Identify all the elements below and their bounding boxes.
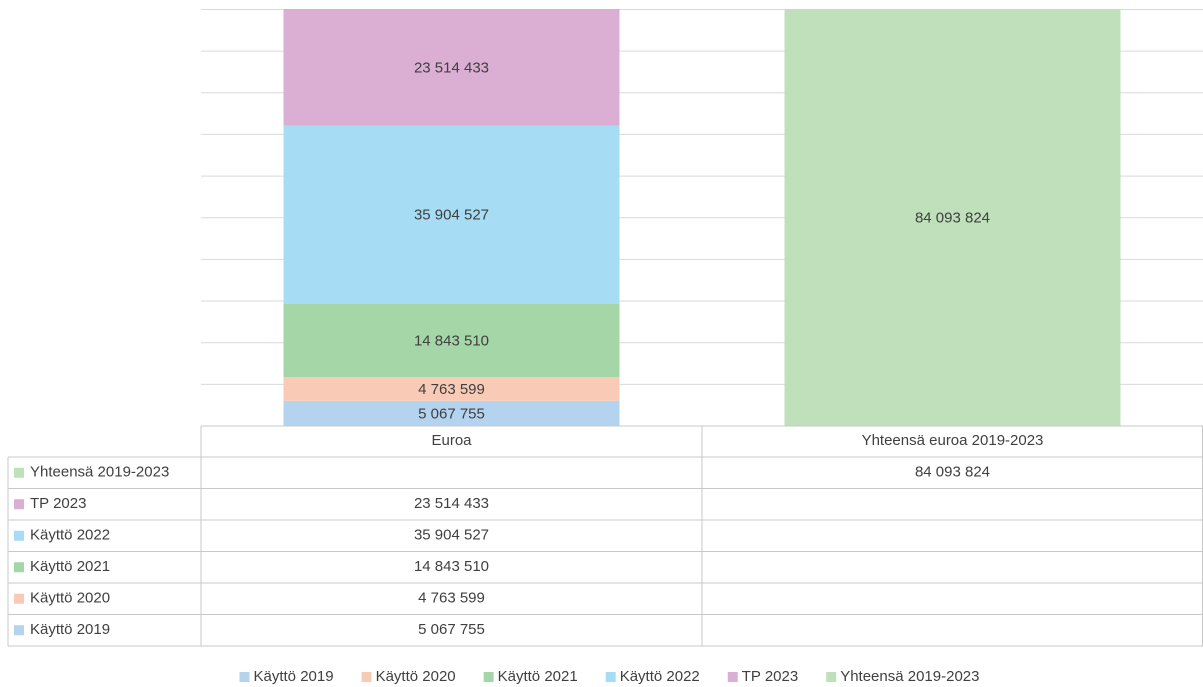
table-row-label: Käyttö 2020 [30, 590, 110, 607]
table-cell: 4 763 599 [418, 590, 485, 607]
legend-item: Käyttö 2021 [483, 668, 578, 685]
data-label: 84 093 824 [915, 209, 990, 226]
table-row-label: Yhteensä 2019-2023 [30, 464, 169, 481]
legend-key [605, 672, 616, 682]
legend-label: Yhteensä 2019-2023 [840, 668, 979, 685]
table-header: Euroa [431, 432, 472, 449]
table-cell: 23 514 433 [414, 495, 489, 512]
legend-key [483, 672, 494, 682]
legend-label: Käyttö 2021 [498, 668, 578, 685]
data-label: 14 843 510 [414, 332, 489, 349]
bar-segment [784, 9, 1121, 426]
legend-key [239, 672, 250, 682]
legend-item: Yhteensä 2019-2023 [826, 668, 979, 685]
table-header: Yhteensä euroa 2019-2023 [862, 432, 1044, 449]
legend-key [826, 672, 837, 682]
bar-segment [283, 377, 620, 401]
legend-label: Käyttö 2019 [254, 668, 334, 685]
legend-key [361, 672, 372, 682]
table-key [14, 593, 24, 604]
data-label: 35 904 527 [414, 207, 489, 224]
table-key [14, 467, 24, 478]
bar-segment [283, 303, 620, 378]
table-row-label: Käyttö 2019 [30, 621, 110, 638]
table-row-label: Käyttö 2021 [30, 558, 110, 575]
table-cell: 35 904 527 [414, 527, 489, 544]
bar-segment [283, 125, 620, 304]
table-key [14, 562, 24, 573]
table-cell: 5 067 755 [418, 621, 485, 638]
legend-item: Käyttö 2022 [605, 668, 700, 685]
legend-item: Käyttö 2019 [239, 668, 334, 685]
table-cell: 84 093 824 [915, 464, 990, 481]
table-key [14, 499, 24, 510]
data-label: 23 514 433 [414, 59, 489, 76]
legend-label: TP 2023 [742, 668, 798, 685]
legend-item: TP 2023 [727, 668, 798, 685]
legend-label: Käyttö 2020 [376, 668, 456, 685]
table-row-label: TP 2023 [30, 495, 86, 512]
legend-item: Käyttö 2020 [361, 668, 456, 685]
data-label: 5 067 755 [418, 405, 485, 422]
bar-segment [283, 9, 620, 126]
data-label: 4 763 599 [418, 381, 485, 398]
legend-key [727, 672, 738, 682]
table-cell: 14 843 510 [414, 558, 489, 575]
table-key [14, 625, 24, 636]
bar-segment [283, 400, 620, 426]
table-row-label: Käyttö 2022 [30, 527, 110, 544]
legend-label: Käyttö 2022 [620, 668, 700, 685]
table-key [14, 530, 24, 541]
